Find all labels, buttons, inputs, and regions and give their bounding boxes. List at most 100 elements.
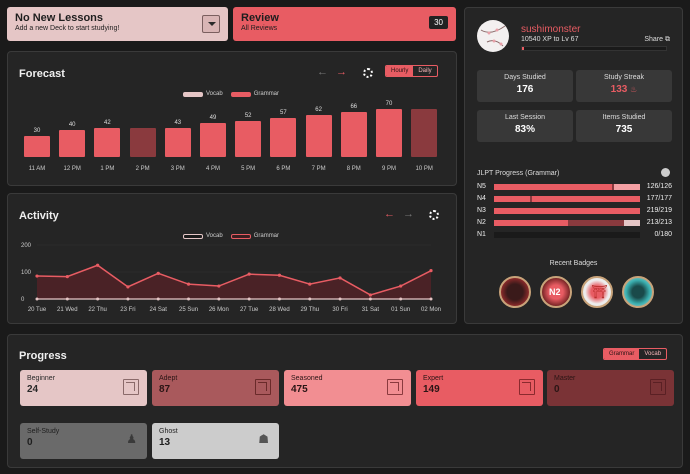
activity-vocab-point[interactable]	[65, 297, 69, 301]
activity-grammar-point[interactable]	[247, 272, 251, 276]
forecast-bar[interactable]	[164, 127, 191, 157]
username[interactable]: sushimonster	[521, 24, 581, 35]
forecast-legend: Vocab Grammar	[183, 91, 287, 97]
forecast-bar[interactable]	[340, 111, 367, 157]
activity-vocab-point[interactable]	[429, 297, 433, 301]
review-card[interactable]: Review All Reviews 30	[233, 7, 456, 41]
forecast-x-label: 9 PM	[381, 166, 396, 172]
legend-grammar[interactable]: Grammar	[230, 91, 280, 97]
activity-grammar-point[interactable]	[429, 269, 433, 273]
forecast-x-label: 5 PM	[241, 166, 256, 172]
level-ghost[interactable]: Ghost 13 ☗	[152, 423, 279, 459]
forecast-x-label: 10 PM	[415, 166, 433, 172]
forecast-prev-arrow-icon[interactable]: ←	[317, 66, 328, 78]
forecast-settings-gear-icon[interactable]	[363, 68, 373, 78]
jlpt-level: N2	[477, 219, 486, 226]
level-beginner[interactable]: Beginner 24	[20, 370, 147, 406]
activity-area-chart: 0 100 200 20 Tue 21 Wed 22 Thu 23 Fri 24 Sat 25 …	[21, 243, 441, 313]
forecast-bar-value: 43	[174, 119, 182, 126]
activity-grammar-point[interactable]	[35, 274, 39, 278]
forecast-bar[interactable]	[129, 128, 156, 157]
toggle-daily[interactable]: Daily	[418, 68, 432, 74]
activity-x-label: 24 Sat	[150, 307, 168, 313]
forecast-bar[interactable]	[24, 136, 50, 157]
legend-grammar-label: Grammar	[253, 91, 280, 97]
forecast-bar[interactable]	[411, 109, 438, 157]
activity-vocab-point[interactable]	[247, 297, 251, 301]
activity-vocab-point[interactable]	[308, 297, 312, 301]
badge-samurai-icon[interactable]	[499, 276, 531, 308]
activity-vocab-point[interactable]	[35, 297, 39, 301]
jlpt-level: N4	[477, 195, 486, 202]
recent-badges-title: Recent Badges	[549, 260, 598, 267]
forecast-panel: Forecast ← → Hourly Daily Vocab Grammar …	[7, 51, 457, 186]
activity-x-label: 01 Sun	[391, 307, 410, 313]
badge-torii-gate-icon[interactable]: ⛩	[581, 276, 613, 308]
badge-wave-icon[interactable]	[622, 276, 654, 308]
activity-vocab-point[interactable]	[126, 297, 130, 301]
activity-prev-arrow-icon[interactable]: ←	[384, 208, 395, 220]
forecast-bar[interactable]	[94, 128, 121, 157]
activity-next-arrow-icon[interactable]: →	[403, 208, 414, 220]
level-name: Expert	[423, 375, 444, 382]
activity-vocab-point[interactable]	[156, 297, 160, 301]
level-expert[interactable]: Expert 149	[416, 370, 543, 406]
avatar[interactable]	[477, 20, 509, 52]
level-master[interactable]: Master 0	[547, 370, 674, 406]
activity-grammar-point[interactable]	[65, 274, 69, 279]
activity-grammar-point[interactable]	[126, 285, 130, 289]
activity-grammar-point[interactable]	[338, 276, 342, 280]
review-title: Review	[241, 12, 279, 24]
forecast-bar[interactable]	[200, 123, 226, 157]
activity-settings-gear-icon[interactable]	[429, 210, 439, 220]
activity-x-label: 22 Thu	[88, 307, 107, 313]
legend-vocab[interactable]: Vocab	[183, 233, 223, 239]
activity-x-label: 21 Wed	[57, 307, 78, 313]
activity-vocab-point[interactable]	[338, 297, 342, 301]
jlpt-info-icon[interactable]	[661, 168, 670, 177]
activity-grammar-point[interactable]	[96, 263, 100, 267]
activity-grammar-point[interactable]	[308, 282, 312, 286]
activity-grammar-point[interactable]	[368, 293, 372, 297]
legend-vocab[interactable]: Vocab	[183, 91, 223, 97]
forecast-bar[interactable]	[305, 114, 332, 157]
forecast-bar[interactable]	[235, 121, 262, 157]
lessons-card[interactable]: No New Lessons Add a new Deck to start s…	[7, 7, 228, 41]
activity-vocab-point[interactable]	[96, 297, 100, 301]
activity-grammar-point[interactable]	[186, 282, 191, 286]
badge-n2-icon[interactable]: N2	[540, 276, 572, 308]
forecast-x-label: 6 PM	[276, 166, 291, 172]
toggle-hourly[interactable]: Hourly	[386, 66, 414, 76]
level-count: 0	[554, 384, 560, 395]
activity-vocab-point[interactable]	[187, 297, 191, 301]
stat-label: Study Streak	[603, 74, 645, 81]
activity-grammar-point[interactable]	[217, 284, 221, 288]
forecast-x-label: 2 PM	[135, 166, 150, 172]
stat-items-studied: Items Studied 735	[576, 110, 672, 142]
forecast-bar[interactable]	[59, 129, 86, 157]
activity-vocab-point[interactable]	[368, 297, 372, 301]
activity-grammar-point[interactable]	[277, 273, 282, 277]
activity-vocab-point[interactable]	[399, 297, 403, 301]
forecast-next-arrow-icon[interactable]: →	[336, 66, 347, 78]
level-self-study[interactable]: Self-Study 0 ♟	[20, 423, 147, 459]
activity-grammar-point[interactable]	[156, 271, 160, 275]
forecast-range-toggle[interactable]: Hourly Daily	[385, 65, 438, 77]
forecast-bar[interactable]	[376, 109, 402, 157]
stat-days-studied: Days Studied 176	[477, 70, 573, 102]
toggle-vocab[interactable]: Vocab	[644, 351, 662, 357]
stat-study-streak: Study Streak 133 ♨	[576, 70, 672, 102]
forecast-bar[interactable]	[270, 117, 297, 157]
toggle-grammar[interactable]: Grammar	[604, 349, 640, 359]
progress-type-toggle[interactable]: Grammar Vocab	[603, 348, 668, 360]
level-adept[interactable]: Adept 87	[152, 370, 279, 406]
legend-grammar[interactable]: Grammar	[230, 233, 279, 239]
share-button[interactable]: Share ⧉	[644, 36, 670, 44]
level-seasoned[interactable]: Seasoned 475	[284, 370, 411, 406]
deck-dropdown-button[interactable]	[202, 15, 220, 33]
forecast-x-label: 11 AM	[28, 166, 46, 172]
activity-vocab-point[interactable]	[277, 297, 281, 301]
activity-grammar-point[interactable]	[399, 284, 403, 288]
level-count: 475	[291, 384, 308, 395]
activity-vocab-point[interactable]	[217, 297, 221, 301]
